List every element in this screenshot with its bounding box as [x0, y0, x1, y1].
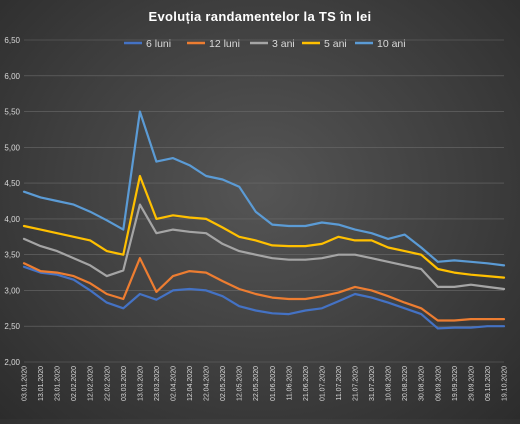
x-tick-label: 12.02.2020	[88, 366, 95, 401]
legend-item: 6 luni	[124, 38, 171, 50]
x-tick-label: 13.03.2020	[137, 366, 144, 401]
series-line-3-ani	[22, 203, 506, 291]
legend-label: 12 luni	[209, 38, 240, 50]
y-tick-label: 3,00	[4, 286, 20, 295]
x-tick-label: 29.09.2020	[468, 366, 475, 401]
x-tick-label: 19.10.2020	[502, 366, 509, 401]
legend-label: 10 ani	[377, 38, 406, 50]
series-line-10-ani	[22, 110, 506, 267]
x-tick-label: 22.04.2020	[204, 366, 211, 401]
series-line-12-luni	[22, 257, 506, 322]
series-lines	[22, 110, 506, 330]
x-tick-label: 22.02.2020	[104, 366, 111, 401]
x-tick-label: 10.08.2020	[386, 366, 393, 401]
x-tick-label: 01.06.2020	[270, 366, 277, 401]
x-tick-label: 13.01.2020	[38, 366, 45, 401]
x-tick-label: 01.07.2020	[319, 366, 326, 401]
gridlines	[24, 39, 504, 363]
x-tick-label: 09.09.2020	[435, 366, 442, 401]
x-tick-label: 11.06.2020	[286, 366, 293, 401]
x-tick-label: 02.04.2020	[170, 366, 177, 401]
y-axis-ticks: 2,00 2,50 3,00 3,50 4,00 4,50 5,00 5,50 6,00 6,50	[4, 36, 20, 367]
x-tick-label: 30.08.2020	[419, 366, 426, 401]
legend-item: 10 ani	[355, 38, 406, 50]
x-tick-label: 23.01.2020	[55, 366, 62, 401]
legend: 6 luni 12 luni 3 ani 5 ani 10 ani	[124, 38, 406, 50]
legend-item: 3 ani	[250, 38, 295, 50]
y-tick-label: 4,50	[4, 179, 20, 188]
y-tick-label: 4,00	[4, 215, 20, 224]
y-tick-label: 2,50	[4, 322, 20, 331]
y-tick-label: 6,00	[4, 72, 20, 81]
legend-label: 3 ani	[272, 38, 295, 50]
y-tick-label: 5,00	[4, 143, 20, 152]
y-tick-label: 3,50	[4, 251, 20, 260]
x-tick-label: 09.10.2020	[485, 366, 492, 401]
x-tick-label: 12.05.2020	[237, 366, 244, 401]
legend-label: 6 luni	[146, 38, 171, 50]
y-tick-label: 5,50	[4, 108, 20, 117]
x-tick-label: 19.09.2020	[452, 366, 459, 401]
x-tick-label: 20.08.2020	[402, 366, 409, 401]
chart-title: Evoluția randamentelor la TS în lei	[149, 9, 372, 24]
x-tick-label: 03.03.2020	[121, 366, 128, 401]
series-line-5-ani	[22, 174, 506, 279]
x-tick-label: 02.02.2020	[71, 366, 78, 401]
y-tick-label: 6,50	[4, 36, 20, 45]
x-tick-label: 21.07.2020	[353, 366, 360, 401]
y-tick-label: 2,00	[4, 358, 20, 367]
x-tick-label: 02.05.2020	[220, 366, 227, 401]
x-tick-label: 22.05.2020	[253, 366, 260, 401]
x-tick-label: 12.04.2020	[187, 366, 194, 401]
legend-item: 5 ani	[302, 38, 347, 50]
x-axis-ticks: 03.01.2020 13.01.2020 23.01.2020 02.02.2020…	[22, 366, 509, 401]
x-tick-label: 23.03.2020	[154, 366, 161, 401]
x-tick-label: 31.07.2020	[369, 366, 376, 401]
series-line-6-luni	[22, 265, 506, 330]
x-tick-label: 21.06.2020	[303, 366, 310, 401]
legend-label: 5 ani	[324, 38, 347, 50]
x-tick-label: 03.01.2020	[22, 366, 29, 401]
legend-item: 12 luni	[187, 38, 240, 50]
x-tick-label: 11.07.2020	[336, 366, 343, 401]
